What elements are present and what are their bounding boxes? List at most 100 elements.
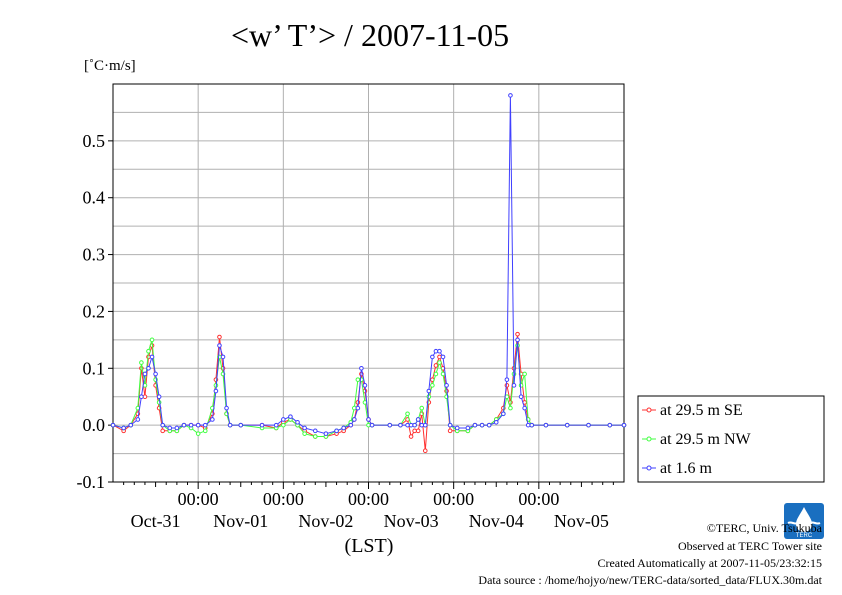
grid-lines [113, 83, 624, 483]
x-date-label: Nov-04 [469, 511, 524, 531]
data-point [149, 337, 155, 343]
data-point [586, 422, 591, 428]
y-axis: -0.1 0.0 0.1 0.2 0.3 0.4 0.5 [77, 131, 113, 492]
data-point [415, 428, 421, 434]
data-point [312, 428, 318, 434]
legend-marker [646, 407, 652, 413]
data-point [341, 425, 346, 431]
data-point [522, 371, 527, 377]
legend-marker [646, 465, 652, 471]
terc-logo: TERC [784, 503, 824, 544]
data-point [188, 422, 194, 428]
data-point [564, 422, 570, 428]
data-point [412, 422, 417, 428]
data-point [430, 354, 435, 360]
data-point [607, 422, 613, 428]
data-point [515, 337, 520, 343]
data-point [359, 365, 364, 371]
data-point [213, 388, 219, 394]
data-point [224, 405, 229, 411]
data-point [135, 417, 141, 422]
data-point [433, 371, 439, 377]
data-point [543, 422, 549, 428]
data-point [440, 371, 446, 377]
data-point [227, 422, 233, 428]
data-point [121, 425, 126, 431]
data-point [486, 422, 492, 428]
y-tick-label: 0.4 [83, 188, 106, 208]
data-point [511, 383, 517, 388]
data-point [465, 425, 471, 431]
data-point [295, 420, 300, 425]
data-point [153, 371, 158, 377]
series-line [112, 95, 624, 435]
data-point [181, 422, 187, 428]
data-point [202, 428, 208, 434]
credit-source: Data source : /home/hojyo/new/TERC-data/… [478, 573, 822, 587]
legend-marker [646, 436, 652, 442]
data-point [146, 365, 151, 371]
y-tick-label: 0.3 [83, 245, 106, 265]
data-point [362, 383, 368, 388]
series-line [112, 339, 624, 437]
data-point [518, 394, 524, 400]
x-date-label: Oct-31 [131, 511, 181, 531]
data-point [447, 428, 453, 434]
y-tick-label: 0.5 [83, 131, 106, 151]
data-point [312, 434, 318, 439]
legend-label: at 29.5 m NW [660, 431, 752, 448]
data-point [522, 405, 527, 411]
data-point [454, 425, 460, 431]
x-time-label: 00:00 [348, 489, 389, 509]
data-point [352, 417, 357, 422]
data-point [444, 383, 449, 388]
data-point [259, 422, 265, 428]
data-point [408, 434, 414, 439]
data-point [472, 422, 478, 428]
x-date-label: Nov-03 [384, 511, 439, 531]
data-point [366, 417, 371, 422]
data-point [433, 363, 439, 368]
data-point [128, 422, 134, 428]
x-axis-label: (LST) [345, 535, 394, 557]
data-point [437, 360, 442, 365]
data-point [281, 417, 286, 422]
legend-label: at 29.5 m SE [660, 402, 743, 419]
data-point [160, 428, 165, 434]
data-point [437, 348, 442, 354]
data-point [149, 354, 155, 360]
credit-observed: Observed at TERC Tower site [677, 539, 822, 553]
x-time-label: 00:00 [178, 489, 219, 509]
data-point [422, 448, 428, 454]
data-point [139, 394, 144, 400]
data-point [217, 343, 222, 348]
data-point [302, 431, 307, 436]
data-point [504, 377, 510, 382]
x-date-label: Nov-05 [554, 511, 609, 531]
legend-box [637, 395, 825, 483]
data-point [426, 388, 432, 394]
data-point [195, 422, 201, 428]
data-point [422, 422, 428, 428]
y-tick-label: 0.0 [83, 415, 106, 435]
data-point [621, 422, 627, 428]
data-point [508, 405, 513, 411]
data-point [202, 422, 208, 428]
data-point [288, 414, 293, 419]
data-point [493, 420, 499, 425]
terc-logo-icon: TERC [784, 503, 824, 539]
data-point [146, 348, 151, 354]
data-point [515, 331, 520, 337]
data-point [156, 394, 162, 400]
data-point [447, 422, 453, 428]
data-point [110, 422, 116, 428]
data-point [238, 422, 244, 428]
data-point [139, 360, 144, 365]
y-unit-label: [˚C·m/s] [84, 58, 136, 74]
data-point [281, 422, 286, 428]
data-point [501, 411, 506, 417]
data-point [369, 422, 375, 428]
data-point [348, 422, 354, 428]
